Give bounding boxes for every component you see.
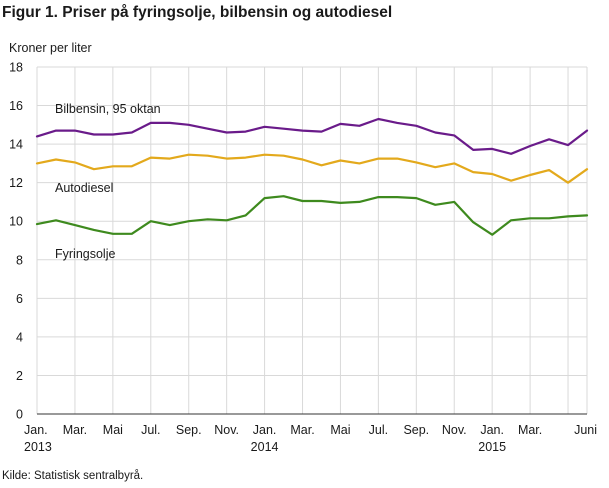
y-tick-label: 12	[9, 176, 23, 190]
x-tick-label: Jan.	[24, 423, 48, 437]
x-tick-label: Jan.	[480, 423, 504, 437]
x-tick-label: Juni	[574, 423, 597, 437]
x-tick-label: Mar.	[518, 423, 542, 437]
y-tick-label: 8	[16, 253, 23, 267]
series-lines	[35, 117, 589, 236]
x-tick-label: Sep.	[176, 423, 202, 437]
series-label: Fyringsolje	[55, 247, 115, 261]
y-tick-label: 6	[16, 292, 23, 306]
x-tick-year-label: 2013	[24, 440, 52, 454]
y-tick-label: 14	[9, 138, 23, 152]
series-line-1	[35, 153, 589, 184]
axes: 0 2 4 6 8 10 12 14 16 18 Jan. 2013 Mar. Mai Jul. Sep. No…	[9, 61, 597, 455]
x-tick-label: Mai	[103, 423, 123, 437]
figure-title: Figur 1. Priser på fyringsolje, bilbensi…	[2, 4, 393, 21]
gridlines	[36, 66, 588, 415]
x-tick-label: Nov.	[214, 423, 239, 437]
x-tick-label: Jan.	[253, 423, 277, 437]
series-line-0	[35, 117, 589, 155]
series-label: Autodiesel	[55, 181, 113, 195]
y-tick-label: 2	[16, 369, 23, 383]
source-note: Kilde: Statistisk sentralbyrå.	[2, 470, 144, 482]
y-tick-label: 4	[16, 330, 23, 344]
x-tick-label: Mar.	[290, 423, 314, 437]
y-tick-label: 0	[16, 408, 23, 422]
x-tick-label: Sep.	[403, 423, 429, 437]
x-tick-year-label: 2014	[251, 440, 279, 454]
series-line-2	[35, 195, 589, 236]
y-axis-label: Kroner per liter	[9, 41, 92, 55]
y-tick-label: 18	[9, 61, 23, 75]
x-tick-year-label: 2015	[478, 440, 506, 454]
x-tick-label: Nov.	[442, 423, 467, 437]
y-tick-label: 16	[9, 99, 23, 113]
y-tick-label: 10	[9, 215, 23, 229]
x-tick-label: Jul.	[141, 423, 160, 437]
x-tick-label: Mai	[330, 423, 350, 437]
x-tick-label: Jul.	[369, 423, 388, 437]
x-tick-label: Mar.	[63, 423, 87, 437]
series-label: Bilbensin, 95 oktan	[55, 102, 161, 116]
series-labels: Bilbensin, 95 oktan Autodiesel Fyringsolje	[55, 102, 161, 261]
